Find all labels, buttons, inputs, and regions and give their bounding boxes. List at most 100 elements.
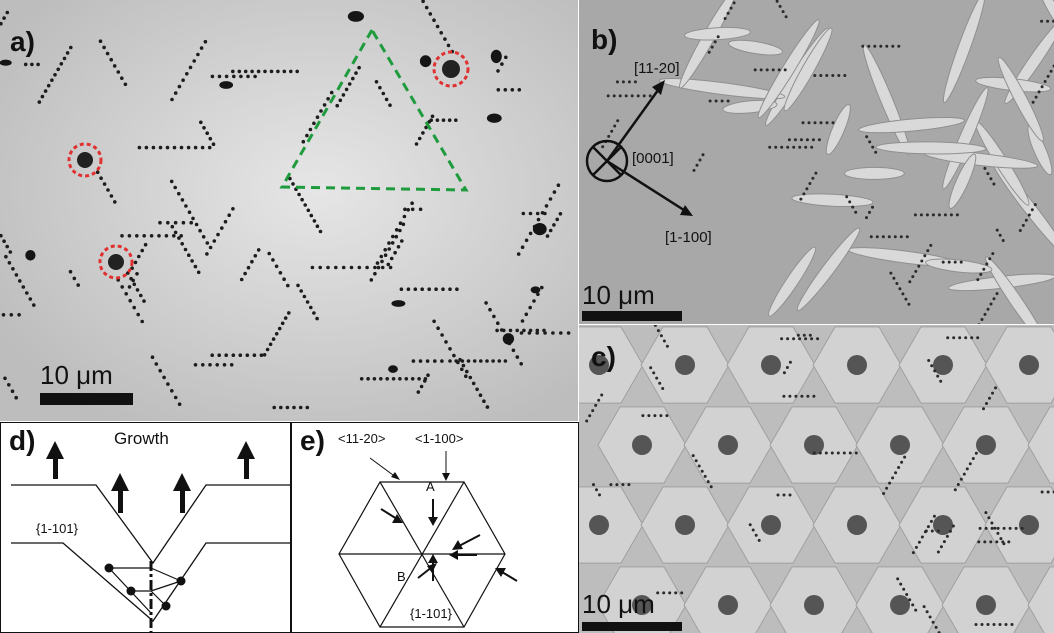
panel-b-scale-text: 10 μm (582, 280, 655, 310)
dislocation-dot (186, 145, 191, 150)
dislocation-dot (181, 220, 186, 225)
dislocation-dot (726, 11, 730, 15)
dislocation-dot (1004, 623, 1008, 626)
dislocation-dot (373, 265, 377, 270)
dislocation-dot (220, 226, 224, 230)
dislocation-dot (502, 328, 506, 333)
dislocation-dot (452, 353, 456, 358)
dislocation-dot (831, 121, 835, 125)
dislocation-dot (62, 56, 67, 61)
dislocation-dot (179, 234, 183, 238)
dislocation-dot (69, 45, 73, 50)
dislocation-dot (262, 353, 267, 357)
dislocation-dot (406, 208, 411, 212)
dislocation-dot (600, 393, 604, 397)
dislocation-dot (354, 71, 358, 75)
dislocation-dot (189, 220, 193, 225)
panel-c-label: c) (591, 341, 616, 372)
panel-c-scale-bar (582, 622, 682, 631)
dislocation-dot (208, 136, 213, 141)
dislocation-dot (183, 247, 188, 252)
dislocation-dot (205, 252, 209, 256)
dislocation-dot (799, 138, 803, 142)
dislocation-dot (989, 302, 993, 306)
dislocation-dot (312, 219, 317, 223)
dislocation-dot (1020, 526, 1024, 530)
dislocation-dot (799, 197, 803, 201)
etch-pit (391, 300, 406, 307)
dislocation-dot (965, 467, 969, 471)
dislocation-dot (0, 233, 3, 238)
dislocation-dot (268, 342, 273, 347)
dislocation-dot (239, 277, 244, 282)
dislocation-dot (842, 451, 846, 455)
dislocation-dot (536, 292, 540, 297)
dislocation-dot (393, 250, 397, 255)
panel-a-micrograph: a) 10 μm (0, 0, 578, 421)
dislocation-dot (384, 97, 389, 102)
dislocation-dot (124, 292, 128, 296)
dislocation-dot (1021, 223, 1025, 227)
dislocation-dot (926, 249, 930, 253)
dislocation-dot (792, 337, 796, 341)
dislocation-dot (902, 587, 906, 591)
axis-1-100-arrow-icon (606, 159, 688, 214)
dislocation-dot (386, 262, 391, 267)
dislocation-dot (548, 228, 553, 233)
dislocation-dot (714, 99, 718, 103)
dislocation-dot (357, 65, 361, 70)
dislocation-dot (357, 265, 362, 270)
dislocation-dot (865, 135, 869, 139)
dislocation-dot (951, 524, 955, 528)
dislocation-dot (597, 398, 601, 402)
dislocation-dot (817, 138, 821, 142)
dislocation-dot (535, 211, 540, 216)
dislocation-dot (647, 414, 651, 418)
dislocation-dot (4, 254, 8, 259)
dislocation-dot (503, 359, 508, 363)
pit-center (1019, 515, 1039, 535)
dislocation-dot (435, 118, 440, 122)
dislocation-dot (927, 359, 931, 362)
dislocation-dot (805, 187, 809, 191)
dislocation-dot (14, 273, 19, 277)
dislocation-dot (996, 531, 1000, 535)
dislocation-dot (983, 166, 987, 170)
dislocation-dot (978, 526, 982, 530)
dislocation-dot (271, 337, 276, 341)
dislocation-dot (979, 272, 983, 276)
dislocation-dot (788, 360, 792, 364)
pit-center (933, 355, 953, 375)
dislocation-dot (173, 220, 178, 225)
direction-1-100-label: <1-100> (415, 431, 464, 446)
dislocation-dot (417, 136, 422, 141)
dislocation-dot (461, 363, 466, 368)
dislocation-dot (192, 59, 196, 63)
dislocation-dot (723, 17, 727, 20)
dislocation-dot (796, 333, 800, 337)
axis-11-20-arrow-icon (605, 85, 663, 162)
dislocation-dot (929, 519, 933, 523)
dislocation-dot (784, 15, 788, 19)
panel-c-scale-text: 10 μm (582, 589, 655, 619)
dislocation-dot (989, 540, 993, 544)
dislocation-dot (610, 129, 614, 133)
dislocation-dot (109, 57, 113, 62)
dislocation-dot (484, 301, 488, 305)
dislocation-dot (708, 99, 712, 103)
dislocation-dot (986, 172, 990, 176)
dislocation-dot (680, 591, 684, 595)
dislocation-dot (387, 247, 392, 251)
dislocation-dot (56, 67, 60, 72)
dislocation-dot (948, 529, 952, 533)
dislocation-dot (104, 563, 114, 573)
dislocation-dot (495, 328, 499, 333)
dislocation-dot (177, 84, 182, 89)
dislocation-dot (158, 145, 163, 150)
dislocation-dot (420, 287, 425, 292)
dislocation-dot (970, 336, 974, 340)
dislocation-dot (496, 321, 500, 326)
dislocation-dot (208, 245, 213, 250)
dislocation-dot (953, 260, 957, 264)
panel-e-label: e) (300, 425, 325, 456)
